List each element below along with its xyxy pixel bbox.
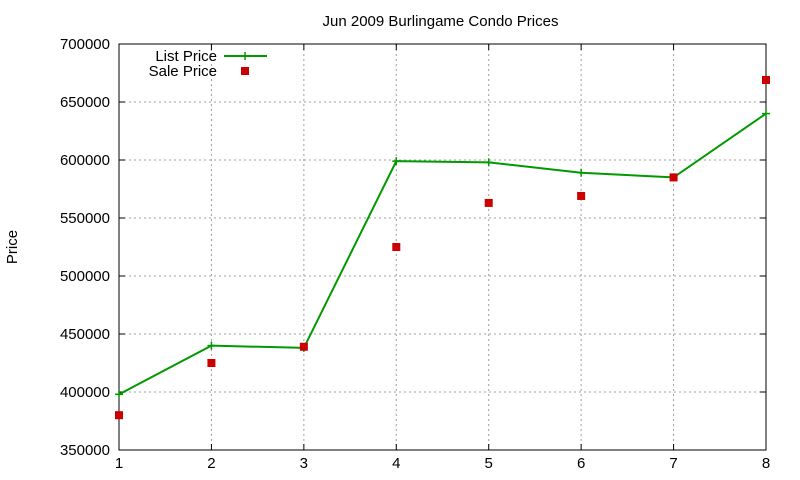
x-tick-label: 1: [115, 455, 123, 472]
y-tick-label: 400000: [60, 384, 110, 401]
y-tick-label: 550000: [60, 210, 110, 227]
axis-ticks: 350000 400000 450000 500000 550000 600000 6500…: [60, 36, 770, 472]
x-tick-label: 2: [207, 455, 215, 472]
sale-price-point: [207, 359, 216, 367]
series: [115, 75, 770, 420]
x-tick-label: 7: [669, 455, 677, 472]
x-tick-label: 8: [762, 455, 770, 472]
y-tick-label: 650000: [60, 94, 110, 111]
legend-plus-marker: [241, 52, 249, 60]
list-price-line: [118, 112, 767, 396]
legend-swatch-sale-price: [241, 67, 249, 75]
legend-swatch-list-price: [224, 52, 267, 60]
sale-price-point: [392, 243, 401, 251]
x-tick-label: 3: [300, 455, 308, 472]
y-axis-label: Price: [4, 230, 21, 264]
list-price-point: [484, 158, 493, 167]
list-price-point: [577, 168, 586, 177]
legend-square-marker: [241, 67, 249, 75]
y-tick-label: 350000: [60, 442, 110, 459]
x-tick-label: 5: [485, 455, 493, 472]
plot-frame: [118, 43, 767, 451]
chart-title: Jun 2009 Burlingame Condo Prices: [323, 13, 559, 30]
x-tick-label: 4: [392, 455, 400, 472]
list-price-point: [392, 157, 401, 166]
y-tick-label: 600000: [60, 152, 110, 169]
sale-price-point: [484, 198, 493, 207]
legend-label-sale-price: Sale Price: [149, 63, 217, 80]
list-price-point: [762, 109, 770, 118]
sale-price-point: [299, 342, 308, 351]
x-tick-label: 6: [577, 455, 585, 472]
list-price-point: [207, 341, 216, 350]
legend: List Price Sale Price: [149, 48, 267, 80]
y-tick-label: 500000: [60, 268, 110, 285]
legend-label-list-price: List Price: [155, 48, 217, 65]
sale-price-point: [762, 75, 770, 84]
sale-price-point: [115, 411, 123, 420]
grid: [119, 44, 766, 450]
sale-price-point: [669, 173, 678, 182]
sale-price-point: [577, 191, 586, 200]
list-price-point: [115, 390, 123, 399]
y-tick-label: 700000: [60, 36, 110, 53]
y-tick-label: 450000: [60, 326, 110, 343]
